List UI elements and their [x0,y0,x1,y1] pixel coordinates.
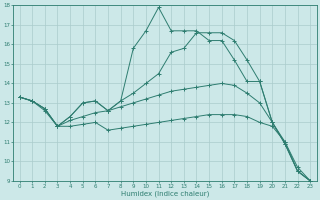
X-axis label: Humidex (Indice chaleur): Humidex (Indice chaleur) [121,190,209,197]
